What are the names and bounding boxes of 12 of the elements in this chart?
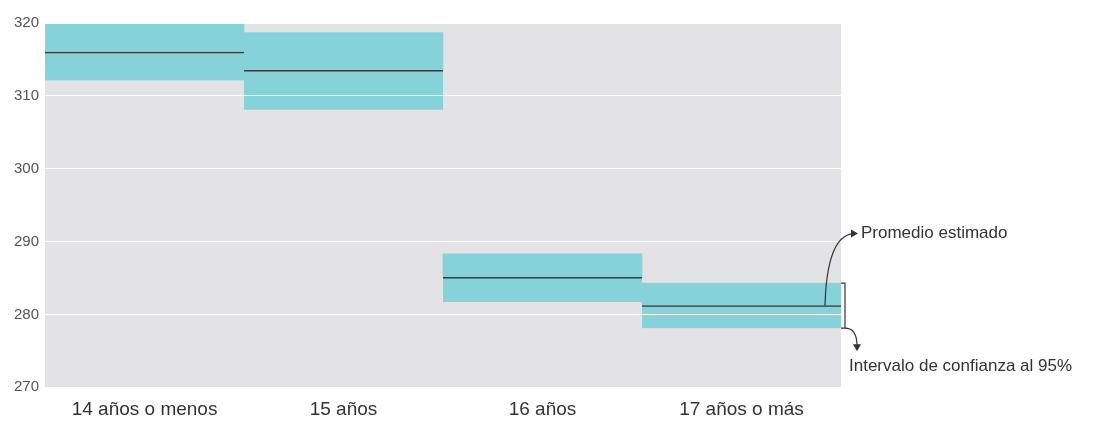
x-tick-label: 14 años o menos bbox=[71, 397, 218, 419]
x-tick-label: 16 años bbox=[508, 397, 577, 419]
x-tick-label: 17 años o más bbox=[679, 397, 804, 419]
y-tick-label: 320 bbox=[14, 13, 40, 31]
y-tick-label: 300 bbox=[14, 158, 40, 176]
text: Intervalo de confianza al 95% bbox=[849, 355, 1073, 375]
y-tick-label: 290 bbox=[14, 231, 40, 249]
y-tick-label: 270 bbox=[14, 377, 40, 395]
x-tick-label: 15 años bbox=[309, 397, 378, 419]
y-tick-label: 310 bbox=[14, 85, 40, 103]
text: Promedio estimado bbox=[861, 223, 1008, 243]
y-tick-label: 280 bbox=[14, 304, 40, 322]
